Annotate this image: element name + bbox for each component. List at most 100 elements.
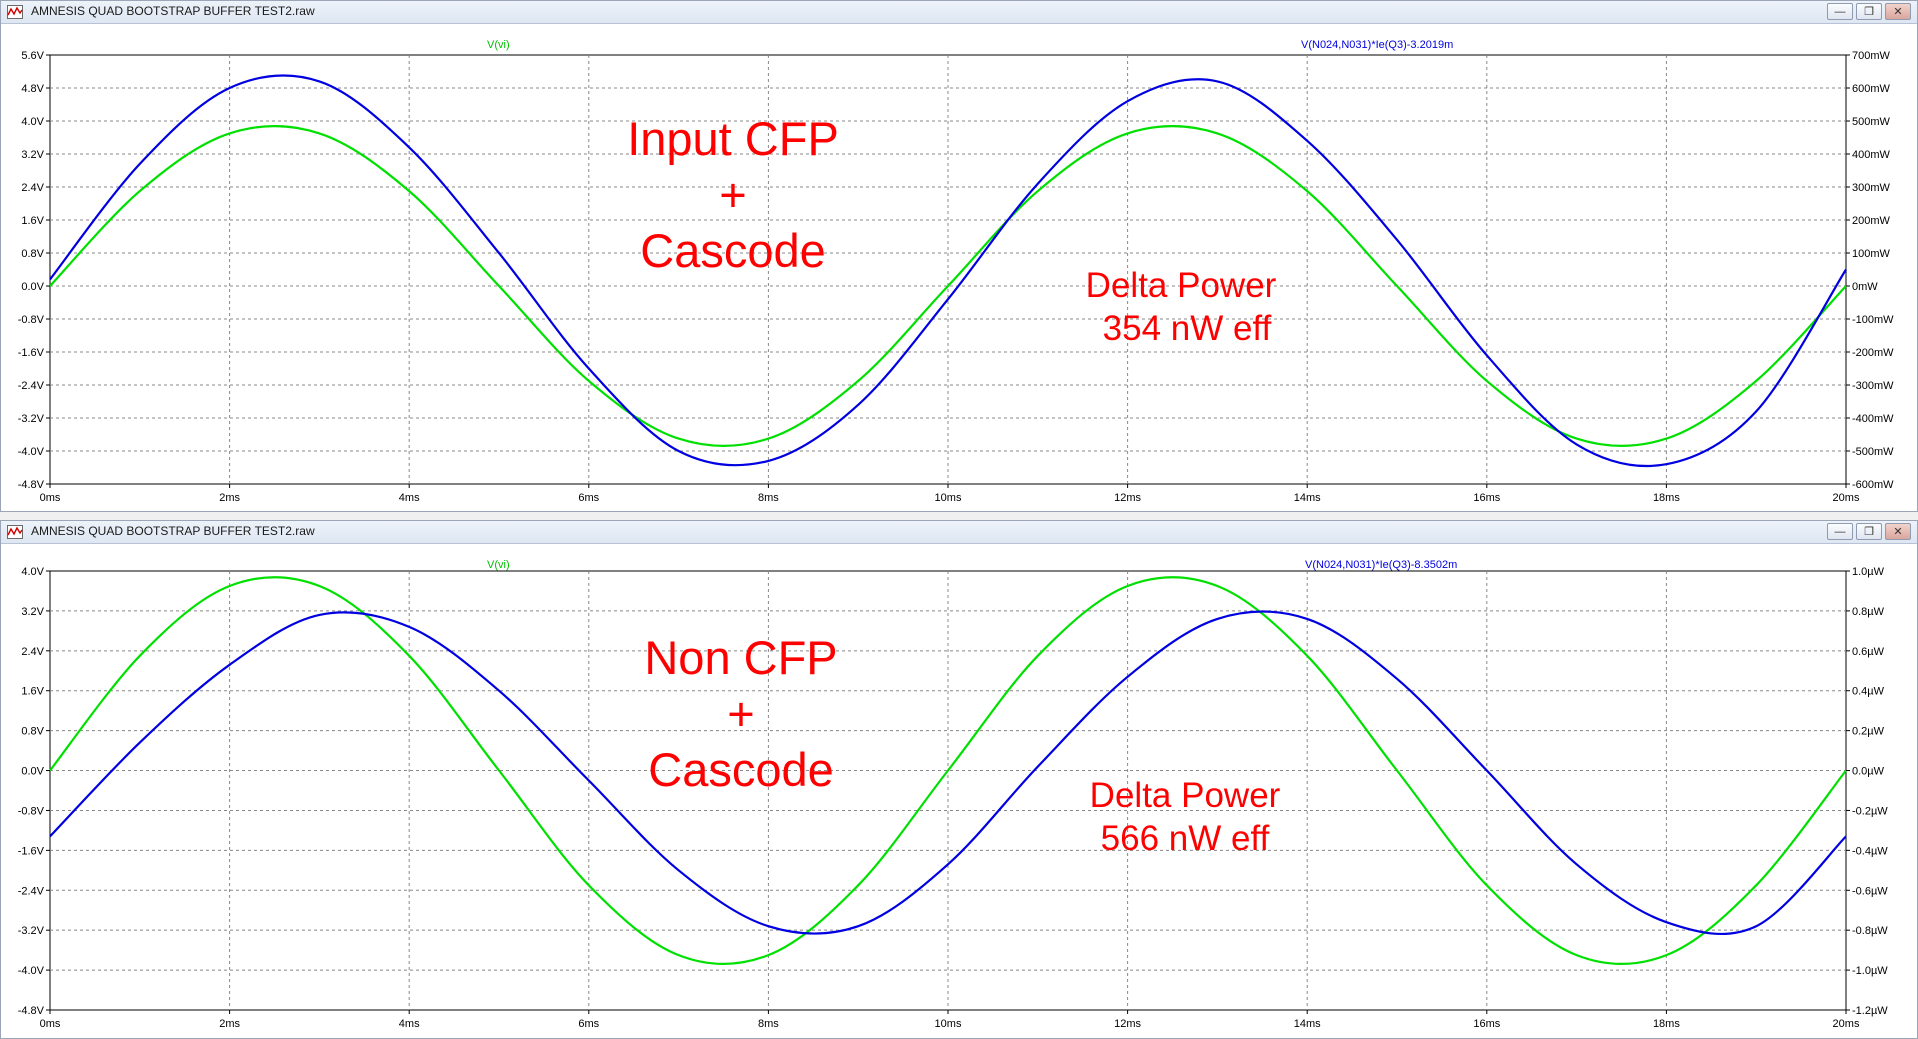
- trace-power-line[interactable]: [49, 610, 1847, 936]
- close-button[interactable]: ✕: [1885, 523, 1911, 540]
- y-right-tick-label: -0.6µW: [1852, 885, 1888, 897]
- waveform-app-icon: [7, 5, 23, 19]
- plot-frame: [49, 54, 1847, 485]
- y-right-tick-label: 500mW: [1852, 116, 1891, 128]
- annotation-title-line2: +: [719, 168, 746, 221]
- trace-label-vi[interactable]: V(vi): [487, 39, 510, 51]
- x-tick-label: 6ms: [578, 1018, 599, 1030]
- y-left-tick-label: -4.8V: [18, 1005, 45, 1017]
- trace-power-line[interactable]: [49, 74, 1847, 468]
- y-right-tick-label: -0.2µW: [1852, 805, 1888, 817]
- x-tick-label: 10ms: [935, 1018, 962, 1030]
- x-tick-label: 16ms: [1473, 1018, 1500, 1030]
- x-tick-label: 18ms: [1653, 492, 1680, 504]
- minimize-button[interactable]: —: [1827, 3, 1853, 20]
- annotation-title-line1: Non CFP: [644, 631, 837, 684]
- window-title: AMNESIS QUAD BOOTSTRAP BUFFER TEST2.raw: [31, 524, 315, 538]
- x-tick-label: 6ms: [578, 492, 599, 504]
- annotation-title-line3: Cascode: [640, 224, 826, 277]
- y-right-tick-label: 300mW: [1852, 182, 1891, 194]
- y-right-tick-label: -1.2µW: [1852, 1005, 1888, 1017]
- y-right-tick-label: 400mW: [1852, 149, 1891, 161]
- x-tick-label: 0ms: [40, 492, 61, 504]
- x-tick-label: 8ms: [758, 492, 779, 504]
- y-right-tick-label: -200mW: [1852, 347, 1894, 359]
- y-left-tick-label: -2.4V: [18, 885, 45, 897]
- window-titlebar[interactable]: AMNESIS QUAD BOOTSTRAP BUFFER TEST2.raw …: [1, 1, 1917, 24]
- y-right-tick-label: -600mW: [1852, 479, 1894, 491]
- y-left-tick-label: -3.2V: [18, 925, 45, 937]
- y-left-tick-label: 4.0V: [21, 566, 44, 578]
- y-right-tick-label: -400mW: [1852, 413, 1894, 425]
- trace-label-power[interactable]: V(N024,N031)*Ie(Q3)-8.3502m: [1305, 559, 1457, 571]
- y-left-tick-label: 1.6V: [21, 686, 44, 698]
- waveform-window-bottom[interactable]: AMNESIS QUAD BOOTSTRAP BUFFER TEST2.raw …: [0, 520, 1918, 1039]
- y-left-tick-label: 2.4V: [21, 182, 44, 194]
- waveform-plot-top[interactable]: 0ms 2ms 4ms 6ms 8ms 10ms 12ms 14ms 16ms 18ms 20ms 5…: [1, 24, 1917, 510]
- x-tick-label: 4ms: [399, 1018, 420, 1030]
- window-title: AMNESIS QUAD BOOTSTRAP BUFFER TEST2.raw: [31, 4, 315, 18]
- trace-vi-line[interactable]: [49, 125, 1847, 447]
- y-right-tick-label: 200mW: [1852, 215, 1891, 227]
- y-left-tick-label: 0.8V: [21, 726, 44, 738]
- y-right-tick-label: -100mW: [1852, 314, 1894, 326]
- x-tick-label: 0ms: [40, 1018, 61, 1030]
- x-tick-label: 4ms: [399, 492, 420, 504]
- y-right-tick-label: 0.8µW: [1852, 606, 1885, 618]
- trace-vi-line[interactable]: [49, 576, 1847, 965]
- y-left-tick-label: -4.0V: [18, 965, 45, 977]
- close-button[interactable]: ✕: [1885, 3, 1911, 20]
- y-left-tick-label: 4.0V: [21, 116, 44, 128]
- y-right-tick-label: 0.4µW: [1852, 686, 1885, 698]
- y-right-tick-label: 0mW: [1852, 281, 1878, 293]
- restore-button[interactable]: ❐: [1856, 523, 1882, 540]
- x-tick-label: 8ms: [758, 1018, 779, 1030]
- y-right-tick-label: -0.4µW: [1852, 845, 1888, 857]
- window-titlebar[interactable]: AMNESIS QUAD BOOTSTRAP BUFFER TEST2.raw …: [1, 521, 1917, 544]
- y-left-tick-label: 0.0V: [21, 766, 44, 778]
- x-tick-label: 12ms: [1114, 492, 1141, 504]
- y-left-tick-label: -1.6V: [18, 845, 45, 857]
- y-left-tick-label: -0.8V: [18, 805, 45, 817]
- y-right-tick-label: -500mW: [1852, 446, 1894, 458]
- annotation-title-line2: +: [727, 687, 754, 740]
- x-tick-label: 14ms: [1294, 492, 1321, 504]
- y-right-tick-label: -300mW: [1852, 380, 1894, 392]
- x-tick-label: 20ms: [1833, 492, 1860, 504]
- y-left-tick-label: -1.6V: [18, 347, 45, 359]
- x-tick-label: 14ms: [1294, 1018, 1321, 1030]
- x-tick-label: 20ms: [1833, 1018, 1860, 1030]
- y-left-tick-label: 0.8V: [21, 248, 44, 260]
- y-left-tick-label: 4.8V: [21, 83, 44, 95]
- annotation-power-line2: 566 nW eff: [1101, 819, 1270, 858]
- restore-button[interactable]: ❐: [1856, 3, 1882, 20]
- x-tick-label: 18ms: [1653, 1018, 1680, 1030]
- waveform-plot-bottom[interactable]: 0ms 2ms 4ms 6ms 8ms 10ms 12ms 14ms 16ms 18ms 20ms 4…: [1, 544, 1917, 1038]
- y-right-tick-label: 100mW: [1852, 248, 1891, 260]
- y-right-tick-label: 0.6µW: [1852, 646, 1885, 658]
- y-left-tick-label: -2.4V: [18, 380, 45, 392]
- y-left-tick-label: 5.6V: [21, 50, 44, 62]
- waveform-window-top[interactable]: AMNESIS QUAD BOOTSTRAP BUFFER TEST2.raw …: [0, 0, 1918, 512]
- waveform-app-icon: [7, 525, 23, 539]
- y-right-tick-label: 1.0µW: [1852, 566, 1885, 578]
- trace-label-vi[interactable]: V(vi): [487, 559, 510, 571]
- x-tick-label: 12ms: [1114, 1018, 1141, 1030]
- x-tick-label: 10ms: [935, 492, 962, 504]
- y-right-tick-label: -1.0µW: [1852, 965, 1888, 977]
- y-left-tick-label: 2.4V: [21, 646, 44, 658]
- annotation-title-line1: Input CFP: [627, 112, 839, 165]
- x-tick-label: 2ms: [219, 492, 240, 504]
- y-left-tick-label: 3.2V: [21, 606, 44, 618]
- annotation-power-line1: Delta Power: [1090, 776, 1281, 815]
- trace-label-power[interactable]: V(N024,N031)*Ie(Q3)-3.2019m: [1301, 39, 1453, 51]
- y-right-tick-label: 700mW: [1852, 50, 1891, 62]
- y-right-tick-label: 0.0µW: [1852, 766, 1885, 778]
- minimize-button[interactable]: —: [1827, 523, 1853, 540]
- x-tick-label: 2ms: [219, 1018, 240, 1030]
- annotation-power-line2: 354 nW eff: [1103, 309, 1272, 348]
- y-right-tick-label: -0.8µW: [1852, 925, 1888, 937]
- y-left-tick-label: -4.0V: [18, 446, 45, 458]
- x-tick-label: 16ms: [1473, 492, 1500, 504]
- y-right-tick-label: 0.2µW: [1852, 726, 1885, 738]
